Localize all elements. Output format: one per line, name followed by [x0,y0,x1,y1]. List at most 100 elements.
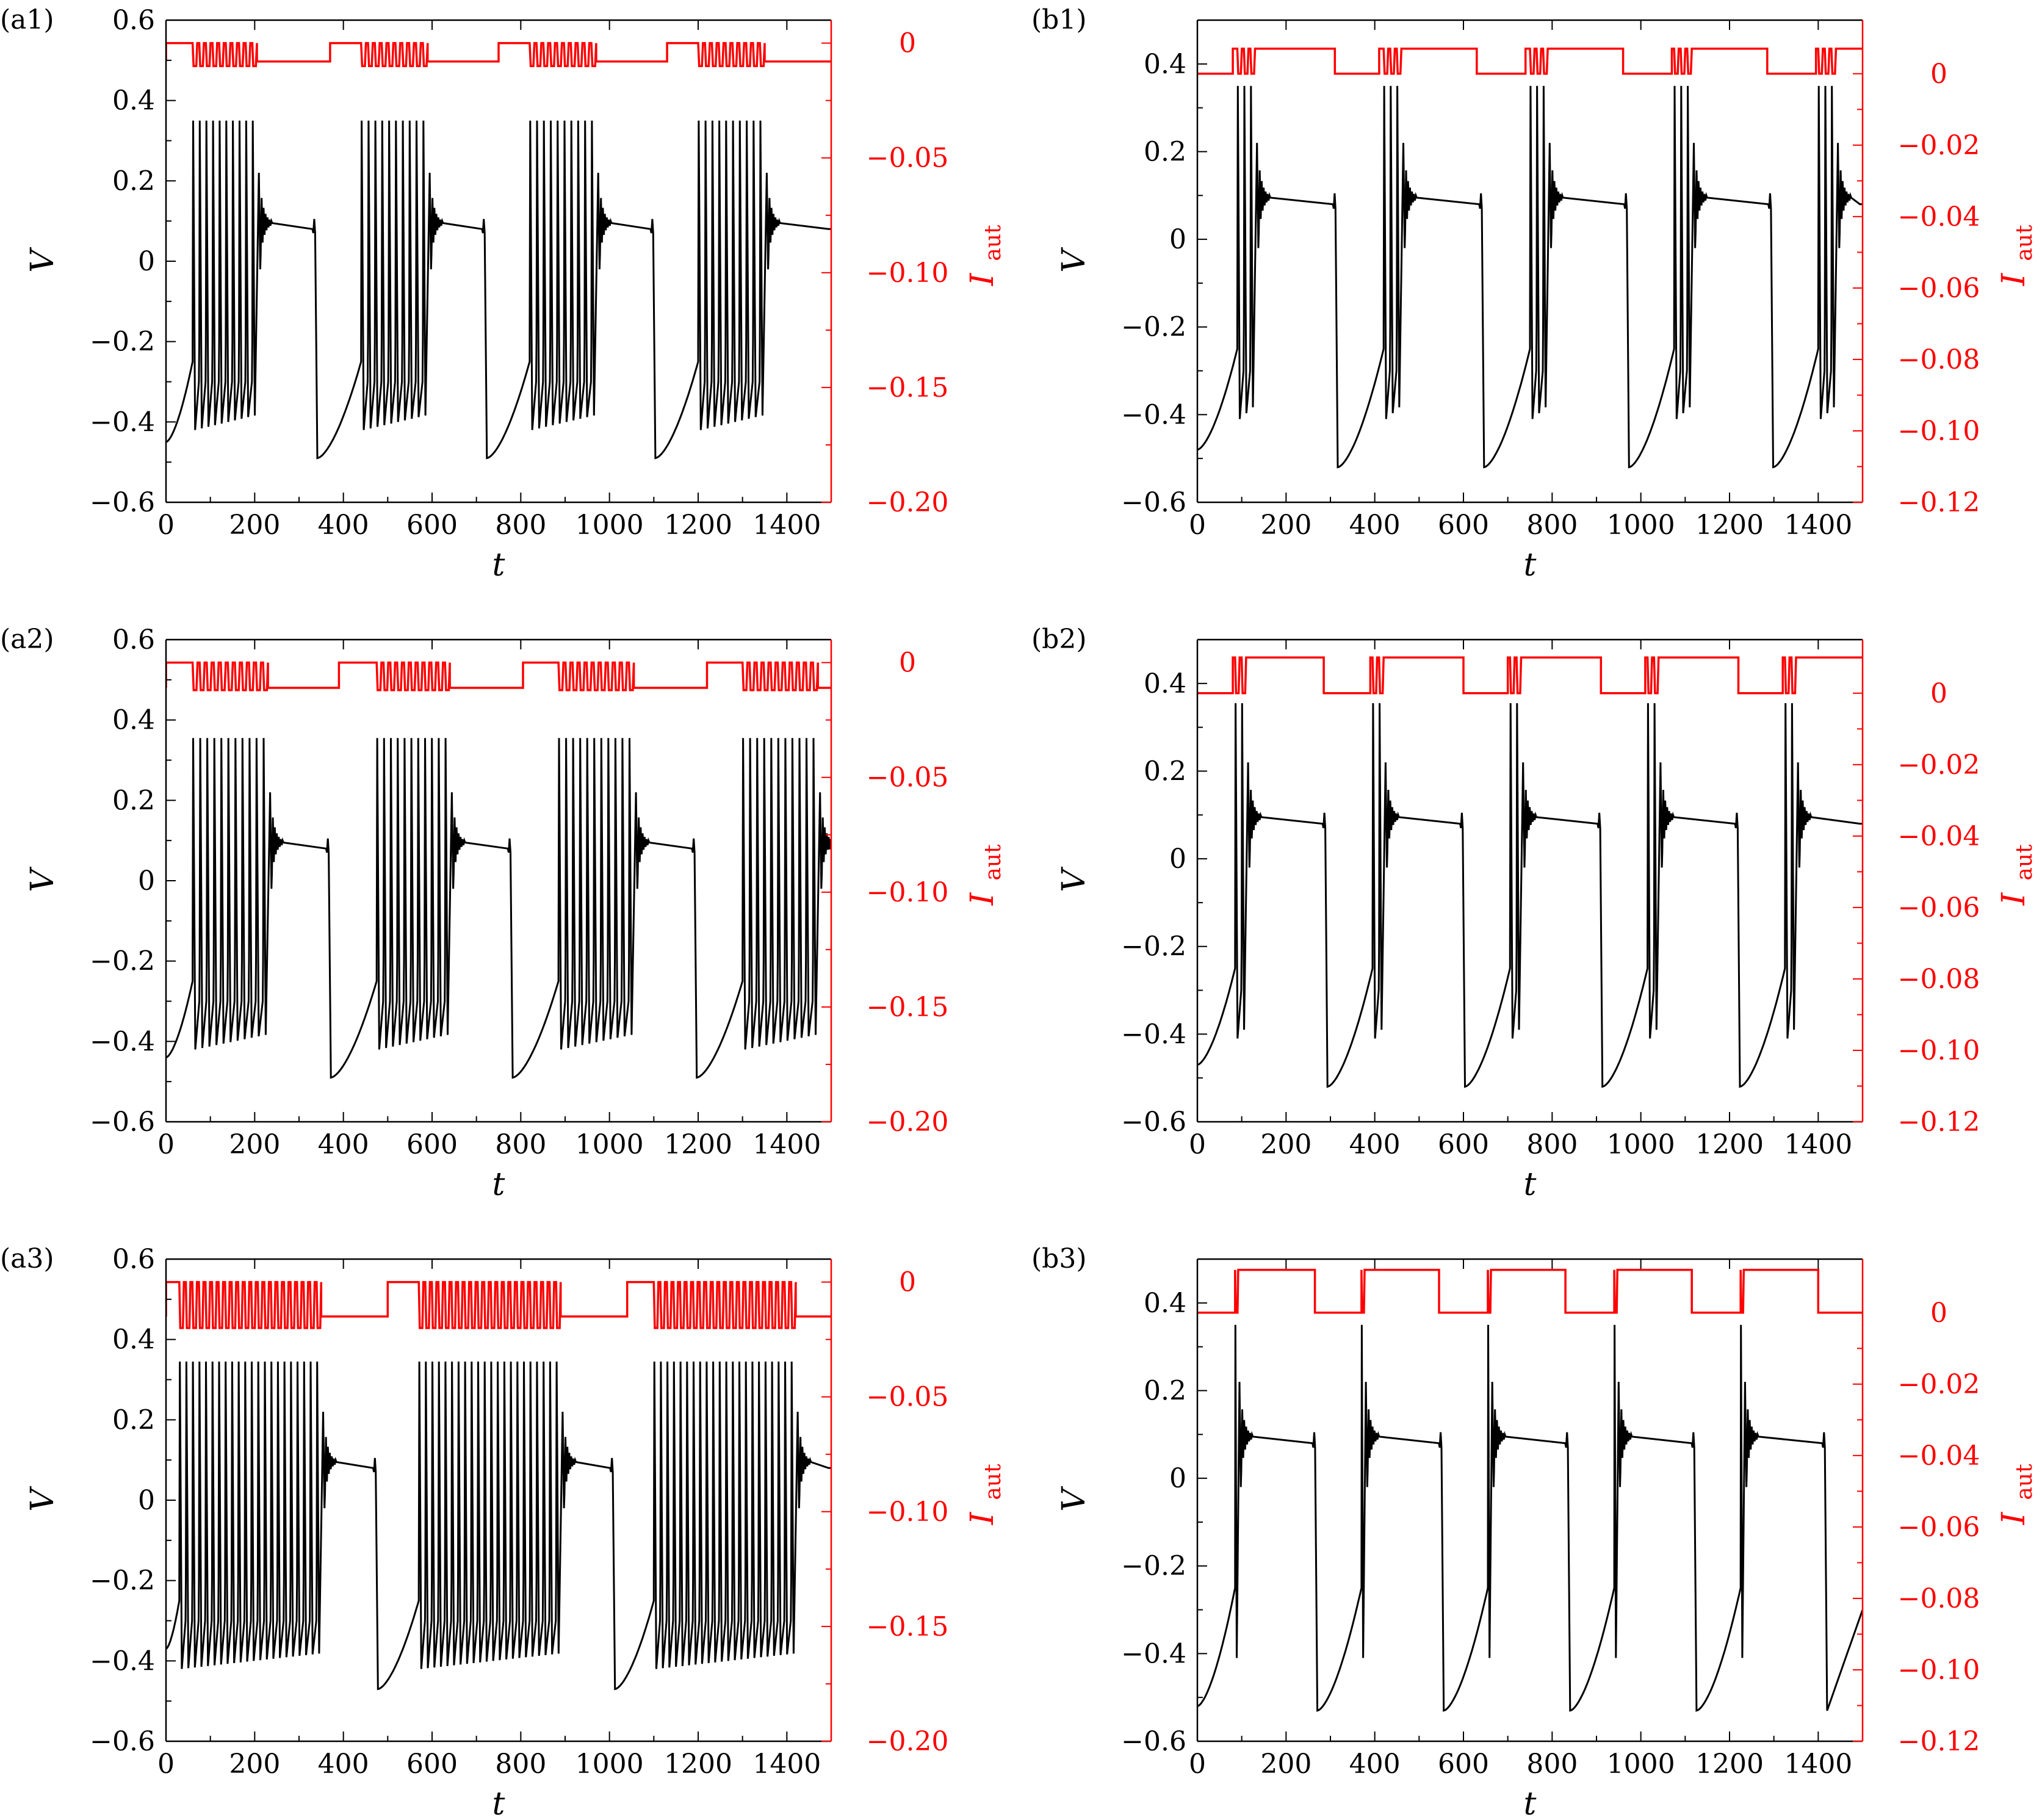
y-tick-label: 0 [138,865,155,897]
x-tick-label: 1400 [752,1129,821,1160]
x-axis-label: t [1524,1166,1537,1203]
y-tick-label: 0.4 [1144,1288,1186,1319]
y-tick-label: 0.4 [112,705,155,736]
x-tick-label: 800 [495,1749,546,1780]
y-tick-label: −0.6 [90,487,155,518]
y-tick-label: −0.4 [1121,1638,1186,1669]
y2-tick-label: −0.10 [1898,1655,1980,1686]
y2-tick-label: −0.05 [867,1382,949,1413]
series-iaut-line [1197,48,1863,75]
x-tick-label: 0 [157,510,175,541]
y2-axis-label-main: I [964,892,1001,906]
y2-axis-label-sub: aut [981,1464,1006,1500]
x-tick-label: 1400 [752,1749,821,1780]
y2-tick-label: −0.15 [867,372,949,403]
x-tick-label: 1200 [664,1749,732,1780]
y2-tick-label: −0.20 [867,487,949,518]
y2-axis-label-main: I [964,272,1001,286]
y-tick-label: −0.4 [90,1026,155,1057]
x-axis-label: t [1524,1786,1537,1820]
y-tick-label: 0.2 [1144,756,1186,787]
y2-tick-label: −0.06 [1898,1512,1980,1543]
x-tick-label: 800 [1526,1129,1578,1160]
y2-tick-label: −0.12 [1898,1726,1980,1757]
y2-tick-label: 0 [899,28,916,59]
y-tick-label: −0.4 [90,406,155,438]
y2-axis-label-sub: aut [2012,1464,2037,1500]
x-tick-label: 400 [318,1129,369,1160]
x-tick-label: 0 [1189,510,1206,541]
panel-a1: 0 200 400 600 800 1000 1200 1400−0.6−0.4−0.200.… [0,4,1006,583]
x-tick-label: 1000 [575,1749,644,1780]
y-tick-label: −0.2 [90,327,155,358]
y2-axis-label-sub: aut [981,225,1006,261]
y2-axis-label-main: I [1996,272,2032,286]
y2-tick-label: −0.10 [1898,416,1980,447]
y2-tick-label: −0.15 [867,992,949,1023]
y-axis-label: V [24,247,61,273]
x-tick-label: 1400 [1784,1749,1852,1780]
x-tick-label: 1000 [575,510,644,541]
x-tick-label: 1200 [1695,1749,1764,1780]
y-axis-label: V [1056,247,1092,273]
y2-tick-label: −0.06 [1898,892,1980,923]
x-tick-label: 400 [1349,1129,1401,1160]
y-tick-label: −0.6 [90,1726,155,1757]
x-tick-label: 800 [495,510,546,541]
x-tick-label: 1400 [752,510,821,541]
y-tick-label: 0.2 [1144,136,1186,167]
y-tick-label: 0 [1169,1463,1186,1494]
y-tick-label: 0.6 [112,5,155,36]
x-tick-label: 1200 [664,1129,732,1160]
y2-axis-label-main: I [1996,892,2032,906]
x-tick-label: 200 [1260,510,1311,541]
y2-axis-label-sub: aut [981,844,1006,881]
panel-b3: 0 200 400 600 800 1000 1200 1400 −0.6 −0.4 −0.2 0 0.… [1031,1243,2037,1820]
y-tick-label: −0.2 [1121,312,1186,343]
x-tick-label: 600 [406,510,458,541]
y2-tick-label: −0.08 [1898,344,1980,375]
y-tick-label: 0.2 [112,785,155,816]
panel-a2: 0 200 400 600 800 1000 1200 1400−0.6−0.4−0.200.… [0,624,1006,1203]
y2-tick-label: −0.04 [1898,1440,1980,1472]
y-axis-label: V [1056,867,1092,892]
x-tick-label: 200 [229,1129,280,1160]
y-axis-label: V [24,867,61,892]
y-tick-label: 0.2 [112,1404,155,1435]
panel-label: (b2) [1031,624,1087,655]
x-tick-label: 1200 [1695,1129,1764,1160]
y2-tick-label: 0 [1930,678,1947,709]
y2-tick-label: −0.10 [1898,1035,1980,1066]
x-tick-label: 800 [1526,510,1578,541]
x-tick-label: 0 [157,1749,175,1780]
y-tick-label: 0.4 [1144,668,1186,699]
x-tick-label: 800 [1526,1749,1578,1780]
x-tick-label: 1000 [1607,1749,1675,1780]
y2-tick-label: −0.10 [867,1497,949,1528]
series-v-line [1197,85,1863,469]
y2-axis-label-sub: aut [2012,844,2037,881]
y2-axis-label-sub: aut [2012,225,2037,261]
x-tick-label: 1000 [1607,1129,1675,1160]
y2-tick-label: −0.08 [1898,1583,1980,1614]
y2-tick-label: −0.04 [1898,201,1980,233]
panel-b2: 0 200 400 600 800 1000 1200 1400 −0.6 −0.4 −0.2 0 0.… [1031,624,2037,1203]
y2-tick-label: 0 [899,1267,916,1298]
series-v-line [166,120,831,460]
x-tick-label: 200 [1260,1749,1311,1780]
y2-tick-label: 0 [1930,1298,1947,1329]
x-tick-label: 400 [318,1749,369,1780]
y2-tick-label: −0.05 [867,762,949,793]
x-tick-label: 0 [157,1129,175,1160]
y-tick-label: −0.6 [90,1107,155,1138]
y2-tick-label: −0.06 [1898,273,1980,304]
x-tick-label: 1400 [1784,510,1852,541]
y2-tick-label: −0.10 [867,877,949,908]
y-tick-label: −0.4 [1121,399,1186,430]
series-iaut-line [1197,656,1863,695]
y2-tick-label: −0.20 [867,1726,949,1757]
panel-b1: 0 200 400 600 800 1000 1200 1400 −0.6 −0.4 −0.2 0 0.… [1031,4,2037,583]
